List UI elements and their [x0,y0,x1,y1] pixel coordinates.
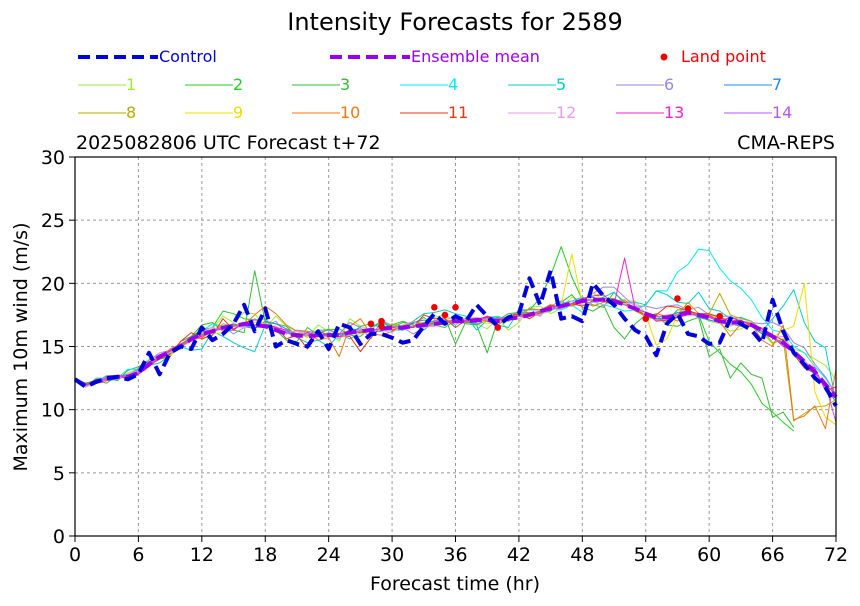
legend-label: 2 [233,75,243,94]
legend-label: 9 [233,103,243,122]
legend-label: Ensemble mean [411,47,540,66]
series-line-control [73,268,838,407]
series-line-5 [74,289,837,403]
legend-label: 8 [126,103,136,122]
chart-subtitle-left: 2025082806 UTC Forecast t+72 [76,132,381,154]
legend-label: 10 [340,103,360,122]
land-point-marker [716,312,724,320]
legend-land-point-marker [660,53,668,61]
x-tick-label: 30 [380,544,404,566]
land-point-marker [452,304,459,311]
x-tick-label: 72 [824,544,848,566]
legend-label: 14 [772,103,792,122]
land-point-marker [431,304,438,311]
x-tick-label: 12 [190,544,214,566]
land-point-marker [684,305,692,312]
land-point-marker [642,315,650,323]
chart-title: Intensity Forecasts for 2589 [287,8,622,36]
x-tick-label: 54 [634,544,658,566]
x-tick-label: 42 [507,544,531,566]
x-tick-label: 36 [443,544,467,566]
y-tick-label: 0 [53,526,65,548]
legend-label: Land point [681,47,766,66]
series-line-2 [74,246,795,432]
chart-subtitle-right: CMA-REPS [737,132,835,154]
plot-area: 0 6 12 18 24 30 36 42 48 54 60 66 72 0 5 10 15 20 25 30 [41,147,848,566]
series-line-3 [74,270,795,428]
y-tick-label: 5 [53,463,65,485]
land-point-marker [378,317,385,325]
x-tick-label: 18 [253,544,277,566]
land-point-marker [494,324,502,331]
x-tick-label: 24 [317,544,341,566]
x-tick-label: 60 [697,544,721,566]
x-axis-label: Forecast time (hr) [370,573,540,595]
y-tick-label: 25 [41,210,65,232]
series-line-ensemble-mean [73,297,838,399]
y-tick-label: 30 [41,147,65,169]
y-tick-label: 10 [41,400,65,422]
y-tick-label: 20 [41,273,65,295]
legend-label: 5 [556,75,566,94]
legend-label: 7 [772,75,782,94]
legend-label: 11 [448,103,468,122]
y-tick-label: 15 [41,337,65,359]
land-point-marker [378,322,385,330]
legend-label: 13 [664,103,684,122]
land-point-marker [441,311,449,319]
x-tick-label: 48 [570,544,594,566]
x-tick-label: 0 [69,544,81,566]
land-point-marker [674,295,681,302]
legend-label: 12 [556,103,576,122]
legend-label: 3 [340,75,350,94]
y-axis-label: Maximum 10m wind (m/s) [10,223,32,472]
legend-label: 6 [664,75,674,94]
land-point-marker [367,320,375,328]
x-tick-label: 6 [132,544,144,566]
x-tick-label: 66 [760,544,784,566]
series-line-11 [74,300,837,395]
legend-label: Control [159,47,217,66]
legend-label: 4 [448,75,458,94]
legend-label: 1 [126,75,136,94]
